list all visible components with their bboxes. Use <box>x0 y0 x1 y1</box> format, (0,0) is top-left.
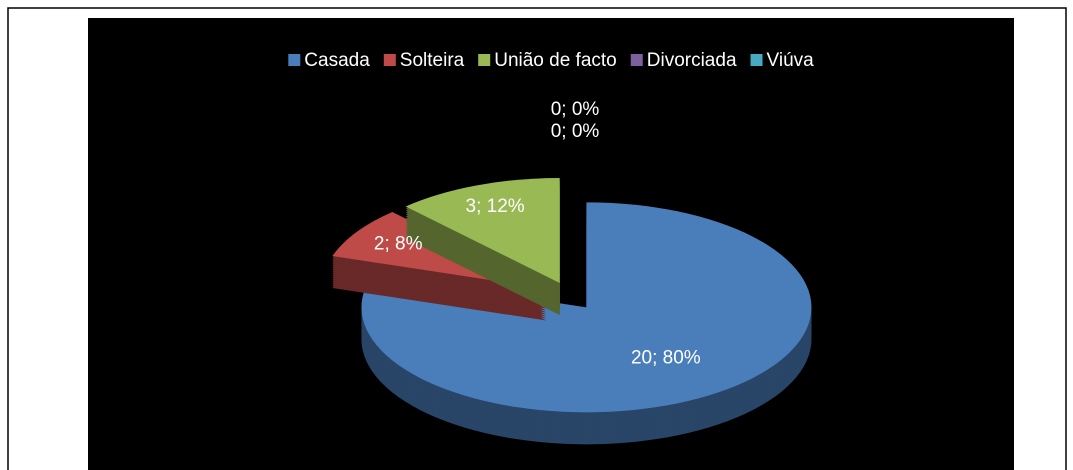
slice <box>361 202 812 445</box>
legend-swatch <box>288 54 301 66</box>
legend-label: Viúva <box>767 50 815 71</box>
data-label: 0; 0% <box>551 121 600 142</box>
data-label: 20; 80% <box>631 347 701 368</box>
legend-swatch <box>383 54 396 66</box>
legend-label: Divorciada <box>647 50 737 71</box>
legend-label: Casada <box>304 50 370 71</box>
legend-swatch <box>750 54 763 66</box>
legend-label: Solteira <box>400 50 465 71</box>
legend-swatch <box>478 54 491 66</box>
slice-top <box>361 202 812 413</box>
legend-label: União de facto <box>494 50 617 71</box>
data-label: 3; 12% <box>466 196 525 217</box>
data-label: 0; 0% <box>551 99 600 120</box>
slice-top <box>405 177 560 283</box>
data-label: 2; 8% <box>374 234 423 255</box>
slice <box>405 177 560 315</box>
legend-swatch <box>630 54 643 66</box>
